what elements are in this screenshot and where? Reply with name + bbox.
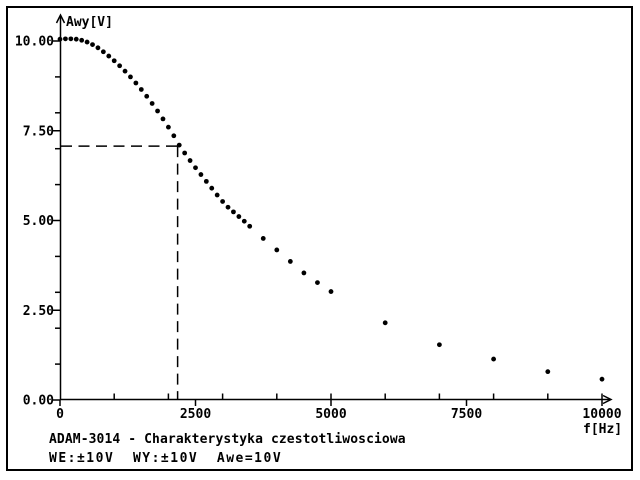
data-point	[198, 172, 204, 177]
data-point	[138, 87, 144, 92]
data-point	[209, 185, 215, 191]
data-point	[111, 58, 117, 64]
data-point	[149, 101, 155, 106]
data-point	[545, 369, 551, 375]
data-point	[231, 209, 236, 215]
y-tick-label: 0.00	[23, 394, 54, 409]
data-point	[122, 68, 128, 74]
data-point	[144, 93, 150, 99]
y-tick-label: 5.00	[23, 214, 54, 229]
data-point	[95, 45, 101, 51]
data-point	[128, 74, 133, 80]
data-point	[193, 165, 198, 171]
data-point	[301, 270, 307, 276]
y-tick-label: 2.50	[23, 304, 54, 319]
data-point	[328, 289, 334, 294]
data-point	[68, 36, 74, 42]
data-point	[90, 42, 95, 47]
data-point	[247, 223, 253, 229]
data-point	[100, 49, 106, 55]
data-point	[236, 214, 242, 219]
y-tick-label: 7.50	[23, 124, 54, 139]
data-point	[214, 192, 220, 198]
data-point	[220, 199, 226, 204]
data-point	[274, 247, 280, 253]
data-point	[187, 158, 193, 163]
data-point	[166, 124, 171, 130]
data-point	[79, 37, 85, 43]
data-point	[241, 218, 247, 224]
data-point	[160, 116, 166, 122]
y-axis-title: Awy[V]	[66, 15, 113, 30]
data-point	[203, 178, 209, 184]
data-point	[437, 342, 442, 348]
x-tick-label: 0	[56, 407, 64, 422]
plot-frame	[6, 6, 633, 471]
x-tick-label: 10000	[582, 407, 621, 422]
chart-subtitle: WE:±10V WY:±10V Awe=10V	[49, 451, 283, 466]
data-point	[260, 236, 266, 241]
x-axis-arrow	[602, 394, 613, 405]
data-point	[171, 133, 177, 139]
data-point	[225, 204, 231, 210]
data-point	[599, 376, 605, 382]
data-point	[182, 150, 188, 156]
data-point	[57, 36, 63, 42]
data-point	[117, 63, 123, 69]
y-axis-arrow	[55, 13, 66, 24]
x-tick-label: 5000	[315, 407, 346, 422]
data-point	[133, 80, 139, 86]
x-tick-label: 2500	[180, 407, 211, 422]
data-point	[84, 39, 90, 45]
x-tick-label: 7500	[451, 407, 482, 422]
data-point	[491, 356, 496, 362]
data-point	[155, 108, 160, 114]
data-point	[382, 320, 388, 326]
data-point	[176, 142, 182, 148]
x-axis-title: f[Hz]	[583, 422, 623, 437]
data-point	[63, 36, 68, 42]
data-point	[106, 53, 112, 59]
chart-title: ADAM-3014 - Charakterystyka czestotliwos…	[49, 432, 406, 447]
y-tick-label: 10.00	[15, 35, 54, 50]
data-point	[73, 36, 79, 42]
data-point	[315, 280, 320, 286]
data-point	[287, 259, 293, 264]
